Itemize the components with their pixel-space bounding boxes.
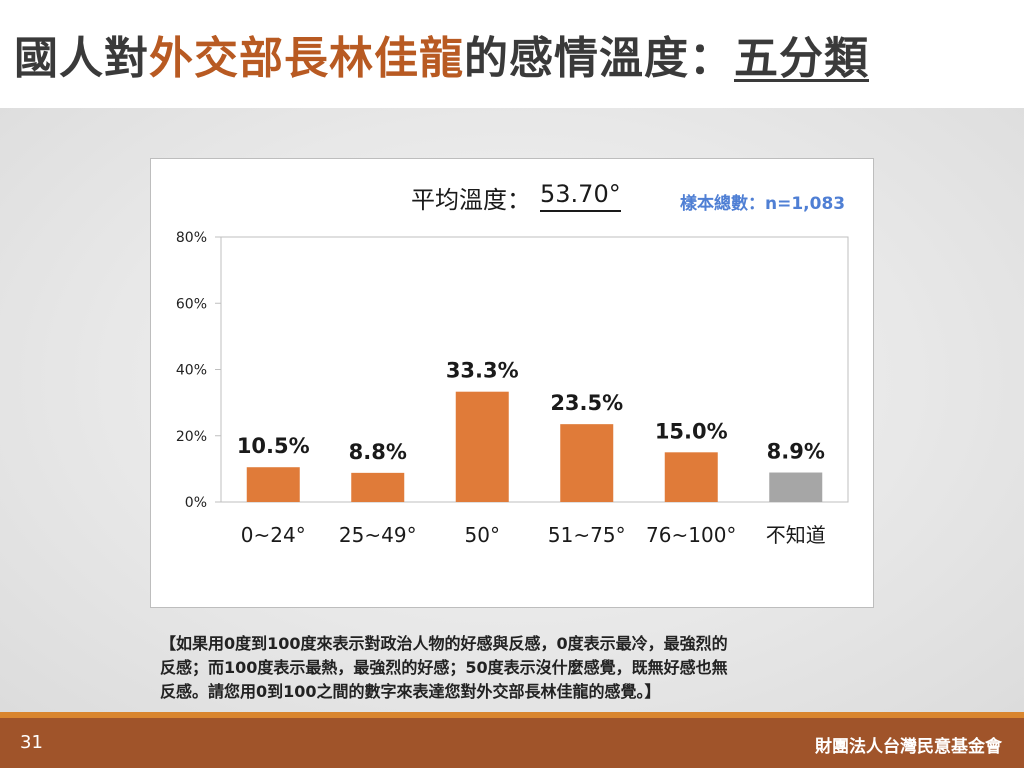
page-title: 國人對外交部長林佳龍的感情溫度：五分類 xyxy=(14,22,869,86)
footnote-line-1: 【如果用0度到100度來表示對政治人物的好感與反感，0度表示最冷，最強烈的 xyxy=(160,634,728,653)
average-temperature-value: 53.70° xyxy=(540,180,621,212)
y-tick-label: 60% xyxy=(176,296,207,312)
x-tick-label: 51~75° xyxy=(548,523,626,547)
data-label: 33.3% xyxy=(446,359,519,383)
y-tick-label: 0% xyxy=(185,495,207,511)
average-temperature-label: 平均溫度： xyxy=(411,186,531,214)
bar xyxy=(455,391,509,502)
chart-panel xyxy=(150,158,874,608)
title-highlight: 外交部長林佳龍 xyxy=(149,33,464,84)
organization-name: 財團法人台灣民意基金會 xyxy=(815,737,1002,757)
bar xyxy=(351,472,405,502)
y-tick-label: 80% xyxy=(176,230,207,246)
y-tick-label: 20% xyxy=(176,429,207,445)
title-bar: 國人對外交部長林佳龍的感情溫度：五分類 xyxy=(0,0,1024,108)
data-label: 23.5% xyxy=(550,391,623,415)
plot-area xyxy=(220,236,849,503)
question-footnote: 【如果用0度到100度來表示對政治人物的好感與反感，0度表示最冷，最強烈的 反感… xyxy=(160,632,880,704)
x-tick-label: 0~24° xyxy=(241,523,306,547)
footer-bar: 31 財團法人台灣民意基金會 xyxy=(0,718,1024,768)
bar xyxy=(560,424,614,502)
data-label: 15.0% xyxy=(655,419,728,443)
title-suffix: 五分類 xyxy=(734,33,869,84)
bar xyxy=(664,452,718,502)
data-label: 8.8% xyxy=(349,440,407,464)
x-tick-label: 50° xyxy=(465,523,500,547)
footnote-line-2: 反感；而100度表示最熱，最強烈的好感；50度表示沒什麼感覺，既無好感也無 xyxy=(160,658,728,677)
footer-stripe xyxy=(0,712,1024,718)
y-tick-label: 40% xyxy=(176,363,207,379)
data-label: 10.5% xyxy=(237,434,310,458)
x-tick-label: 76~100° xyxy=(646,523,736,547)
bar xyxy=(246,467,300,502)
bar xyxy=(769,472,823,502)
footnote-line-3: 反感。請您用0到100之間的數字來表達您對外交部長林佳龍的感覺。】 xyxy=(160,682,661,701)
title-prefix: 國人對 xyxy=(14,33,149,84)
title-middle: 的感情溫度： xyxy=(464,33,734,84)
page-number: 31 xyxy=(20,732,43,753)
sample-size-label: 樣本總數：n=1,083 xyxy=(680,194,846,214)
x-tick-label: 不知道 xyxy=(766,523,826,547)
data-label: 8.9% xyxy=(767,440,825,464)
x-tick-label: 25~49° xyxy=(339,523,417,547)
